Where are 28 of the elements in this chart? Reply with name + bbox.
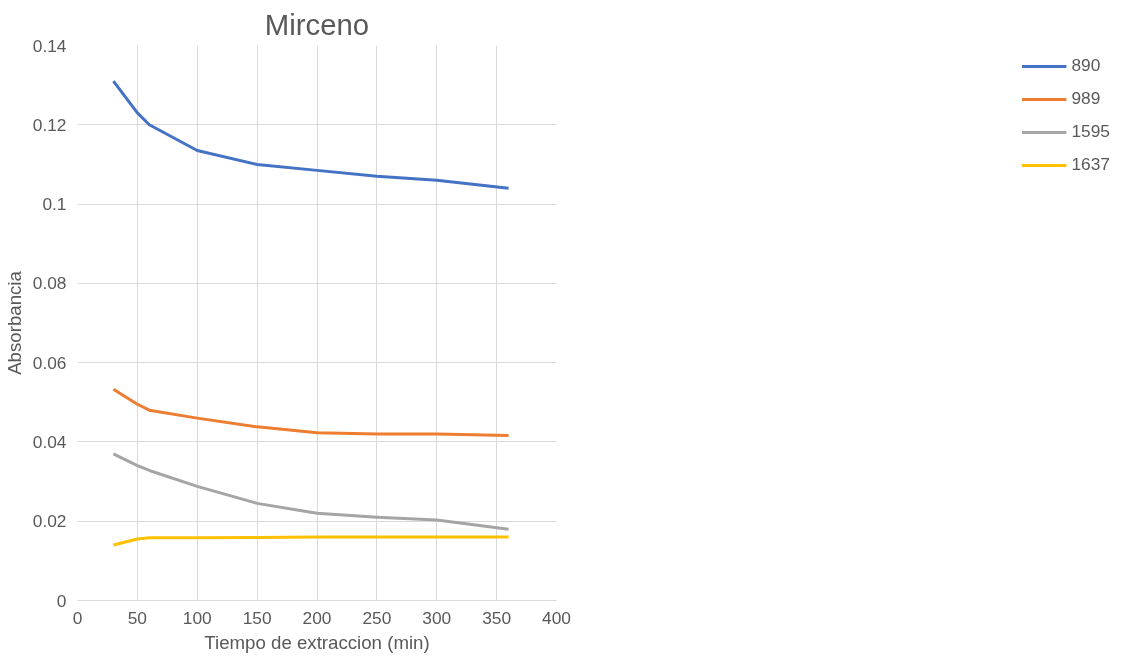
x-tick-label: 350 — [482, 607, 512, 628]
y-tick-label: 0.08 — [32, 273, 67, 294]
legend-label: 890 — [1071, 55, 1101, 76]
y-tick-label: 0.12 — [32, 114, 67, 135]
legend-label: 989 — [1071, 88, 1101, 109]
y-tick-label: 0.04 — [32, 431, 67, 452]
x-axis-title: Tiempo de extraccion (min) — [204, 631, 430, 653]
line-series — [111, 452, 511, 531]
y-axis-title: Absorbancia — [3, 270, 25, 375]
legend-label: 1637 — [1071, 154, 1110, 175]
x-tick-label: 250 — [362, 607, 392, 628]
x-tick-label: 200 — [302, 607, 332, 628]
y-tick-label: 0.06 — [32, 352, 67, 373]
x-tick-label: 50 — [127, 607, 148, 628]
y-tick-label: 0.02 — [32, 511, 67, 532]
x-tick-label: 100 — [182, 607, 212, 628]
y-tick-label: 0 — [56, 590, 67, 611]
line-series — [111, 79, 511, 190]
x-tick-label: 150 — [242, 607, 272, 628]
legend-label: 1595 — [1071, 121, 1110, 142]
x-tick-label: 0 — [72, 607, 83, 628]
y-tick-label: 0.14 — [32, 35, 67, 56]
line-series — [111, 535, 511, 547]
chart-title: Mirceno — [264, 7, 370, 41]
line-series — [111, 387, 511, 438]
x-tick-label: 400 — [542, 607, 571, 628]
y-tick-label: 0.1 — [42, 194, 67, 215]
x-tick-label: 300 — [422, 607, 452, 628]
